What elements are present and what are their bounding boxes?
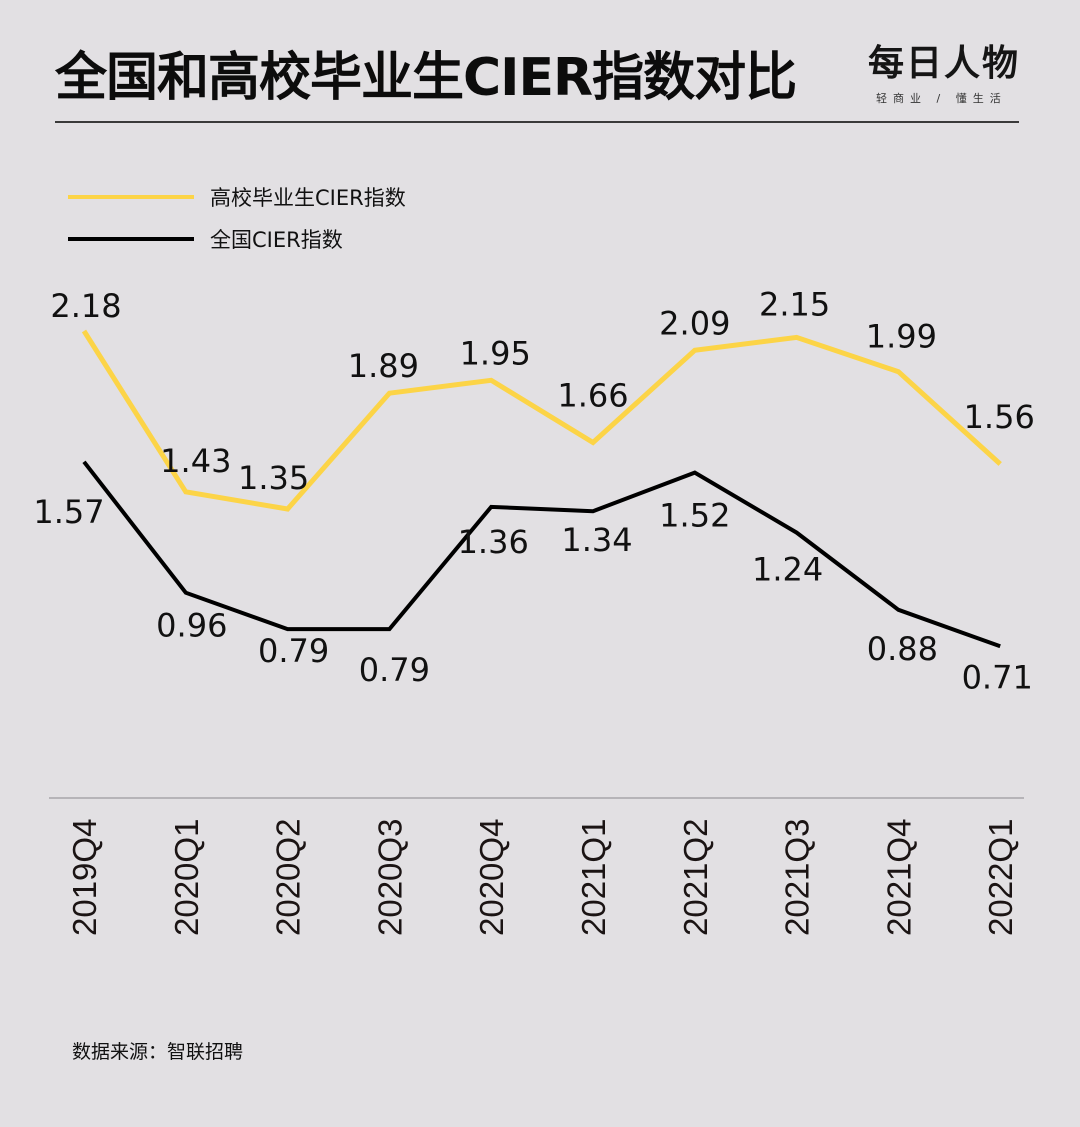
x-tick-labels: 2019Q4 2020Q1 2020Q2 2020Q3 2020Q4 2021Q1 2021… — [66, 819, 1019, 936]
graduates-value-label: 1.66 — [557, 377, 628, 415]
graduates-value-label: 1.95 — [460, 334, 531, 372]
national-value-label: 1.36 — [458, 523, 529, 561]
national-value-label: 0.79 — [359, 651, 430, 689]
x-tick-label: 2020Q2 — [270, 819, 307, 936]
logo-tagline: 轻商业 / 懂生活 — [876, 92, 1007, 105]
national-cier-line — [82, 460, 1001, 649]
data-source-note: 数据来源：智联招聘 — [72, 1041, 244, 1063]
national-value-label: 0.79 — [258, 632, 329, 670]
logo-wordmark: 每日人物 — [868, 43, 1021, 84]
graduates-value-label: 2.15 — [759, 285, 830, 323]
graduates-value-label: 1.99 — [866, 318, 937, 356]
national-value-label: 0.88 — [867, 630, 938, 668]
x-tick-label: 2021Q2 — [677, 819, 714, 936]
national-value-label: 1.24 — [752, 551, 823, 589]
graduates-value-label: 1.35 — [238, 459, 309, 497]
chart-title: 全国和高校毕业生CIER指数对比 — [55, 48, 797, 108]
x-tick-label: 2022Q1 — [982, 819, 1019, 936]
legend-item-national: 全国CIER指数 — [68, 218, 406, 260]
graduates-value-label: 2.18 — [50, 287, 121, 325]
chart-lines — [81, 329, 1002, 649]
graduates-value-label: 1.89 — [348, 347, 419, 385]
national-value-label: 0.71 — [962, 658, 1033, 696]
national-value-label: 1.34 — [561, 521, 632, 559]
legend-label: 全国CIER指数 — [210, 228, 343, 252]
legend-label: 高校毕业生CIER指数 — [210, 186, 406, 210]
x-tick-label: 2020Q4 — [473, 819, 510, 936]
data-labels: 2.18 1.43 1.35 1.89 1.95 1.66 2.09 2.15 1.99 1.56… — [33, 285, 1034, 696]
legend-swatch-black-line — [68, 237, 194, 241]
x-tick-label: 2020Q1 — [168, 819, 205, 936]
graduates-value-label: 2.09 — [659, 304, 730, 342]
national-value-label: 1.57 — [33, 493, 104, 531]
graduates-value-label: 1.43 — [160, 442, 231, 480]
graduates-cier-line — [81, 329, 1002, 512]
national-value-label: 0.96 — [156, 607, 227, 645]
x-tick-label: 2020Q3 — [371, 819, 408, 936]
chart-legend: 高校毕业生CIER指数 全国CIER指数 — [68, 176, 406, 260]
brand-logo: 每日人物 轻商业 / 懂生活 — [868, 44, 1018, 106]
x-tick-label: 2021Q1 — [575, 819, 612, 936]
x-tick-label: 2021Q3 — [779, 819, 816, 936]
header-divider — [55, 121, 1019, 123]
x-tick-label: 2021Q4 — [880, 819, 917, 936]
national-value-label: 1.52 — [659, 497, 730, 535]
x-tick-label: 2019Q4 — [66, 819, 103, 936]
legend-item-graduates: 高校毕业生CIER指数 — [68, 176, 406, 218]
legend-swatch-yellow-line — [68, 195, 194, 199]
graduates-value-label: 1.56 — [964, 398, 1035, 436]
